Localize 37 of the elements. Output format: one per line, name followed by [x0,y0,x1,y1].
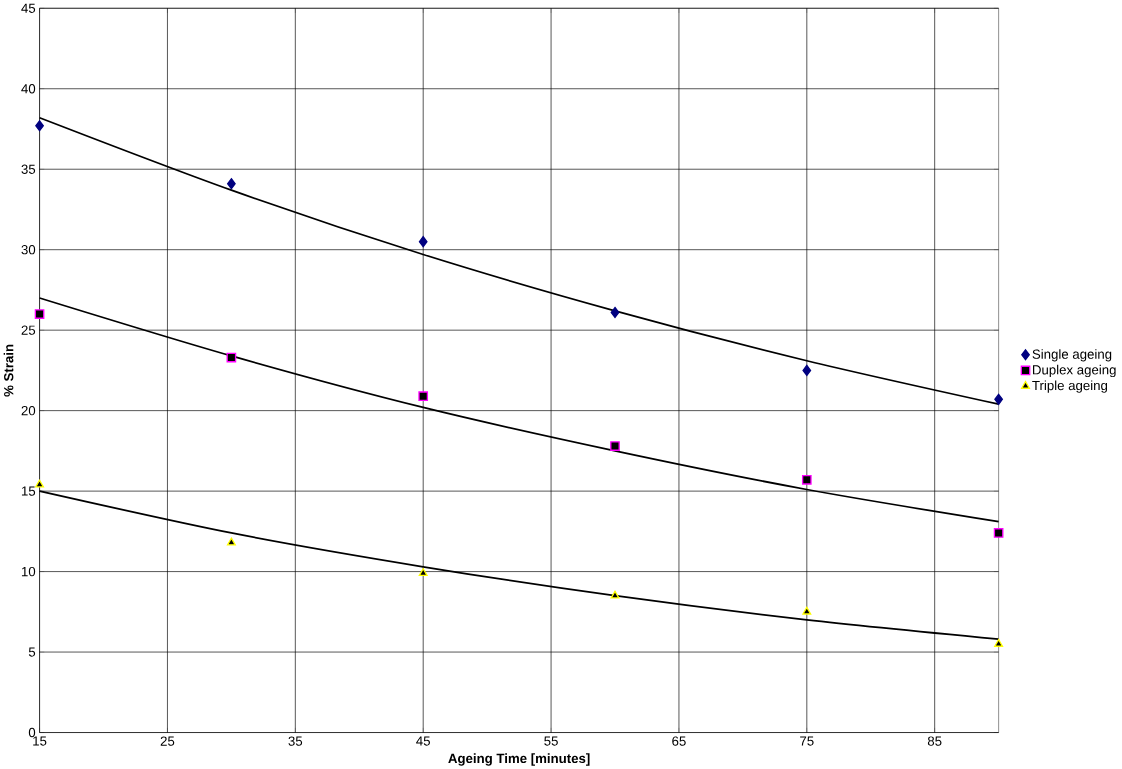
y-tick-label: 45 [21,3,36,13]
y-tick-label: 0 [28,727,36,737]
y-tick-label: 20 [21,405,36,416]
x-tick-label: 25 [160,736,175,746]
x-tick-label: 85 [927,736,942,746]
y-axis-title: % Strain [3,344,14,397]
y-tick-label: 30 [21,244,36,255]
point [610,440,620,451]
point [418,235,428,248]
point [418,391,429,401]
point [34,309,45,319]
x-tick-label: 45 [416,736,430,746]
point [610,306,620,318]
x-tick-label: 75 [800,736,814,746]
point [802,606,812,615]
y-tick-label: 10 [21,566,36,577]
y-tick-label: 35 [21,164,36,174]
legend-label: Duplex ageing [1033,364,1116,377]
point [993,527,1004,538]
point [35,479,45,488]
x-tick-label: 55 [544,736,558,746]
legend-label: Triple ageing [1032,380,1108,393]
x-axis-title: Ageing Time [minutes] [448,753,590,766]
x-tick-label: 65 [672,736,686,746]
point [610,590,620,599]
point [418,567,428,576]
legend-label: Single ageing [1032,348,1112,362]
point [226,537,236,546]
y-tick-label: 15 [21,486,36,496]
point [801,474,812,485]
point [994,393,1003,405]
point [802,364,812,376]
y-tick-label: 5 [28,647,36,657]
point [994,638,1004,647]
x-tick-label: 35 [288,736,303,746]
y-tick-label: 40 [21,83,36,94]
y-tick-label: 25 [21,325,36,335]
